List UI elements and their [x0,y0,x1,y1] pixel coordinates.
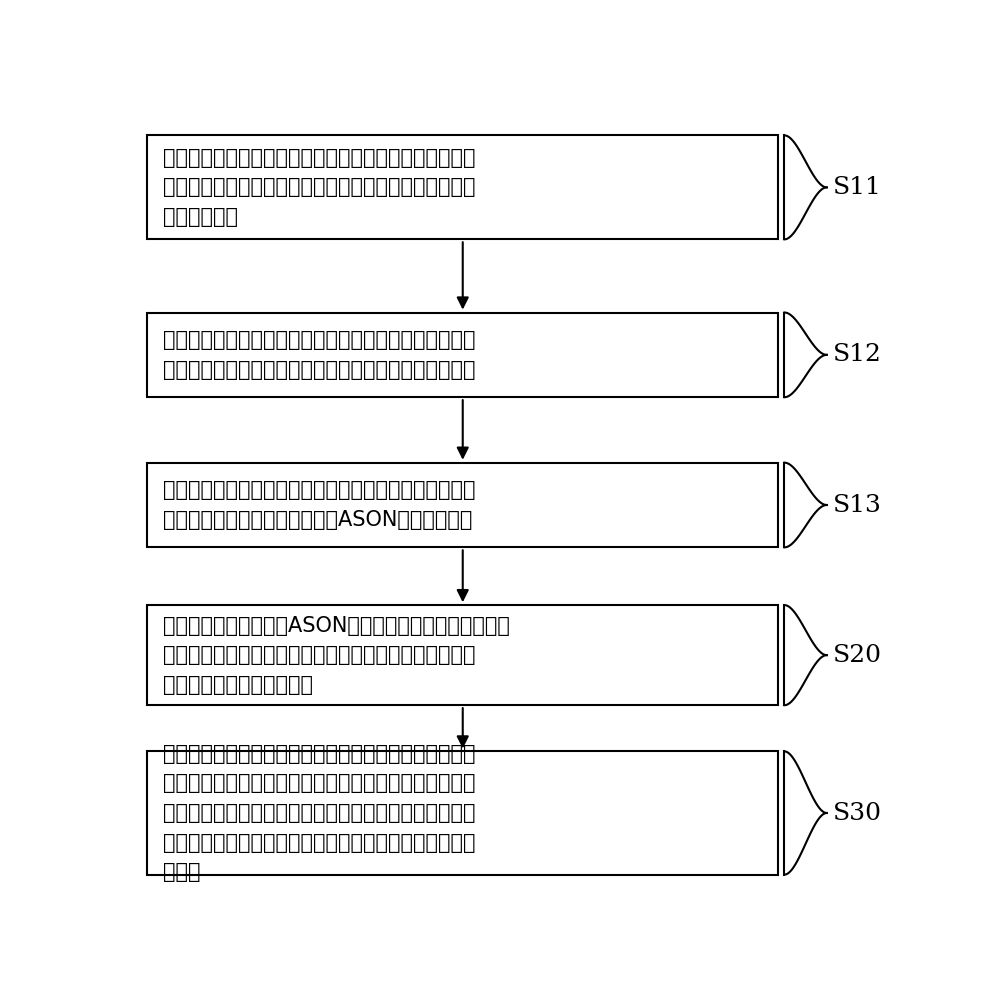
Text: S11: S11 [833,176,882,199]
Text: S30: S30 [833,802,882,824]
Bar [147,751,779,875]
Bar [147,463,779,547]
Text: S13: S13 [833,493,882,516]
Text: 将所述链路键值作为索引结合预设重路由连接数据生成生
存数据，将所述生存数据下发至ASON控平节点保存: 将所述链路键值作为索引结合预设重路由连接数据生成生 存数据，将所述生存数据下发至… [163,480,475,530]
Text: S12: S12 [833,343,882,366]
Text: S20: S20 [833,644,882,667]
Text: 控制器根据所述重路由连接建立结果更新故障业务恢复状
态，对恢复失败的故障链路进行重新优化计算以获取新的
重路由连接路径，并将所述新的重路由连接路径发送至所
述故: 控制器根据所述重路由连接建立结果更新故障业务恢复状 态，对恢复失败的故障链路进行… [163,744,475,882]
Text: 根据所述故障情形计算经过各模拟故障链路的全部业务重
路由连接路径，并获取各业务重路由连接路径的链路键值: 根据所述故障情形计算经过各模拟故障链路的全部业务重 路由连接路径，并获取各业务重… [163,330,475,380]
Text: 发生网络链路故障时，ASON控平节点中故障业务的源节点
根据所述生存数据对故障链路建立重路由连接，并将重路
由连接建立结果上报控制器: 发生网络链路故障时，ASON控平节点中故障业务的源节点 根据所述生存数据对故障链… [163,616,509,695]
Text: 控制器基于当前时刻的全网拓扑信息和业务连接信息对当
前网络的全网拓扑链路进行遍历，模拟出每条模拟故障链
路的故障情形: 控制器基于当前时刻的全网拓扑信息和业务连接信息对当 前网络的全网拓扑链路进行遍历… [163,148,475,227]
Bar [147,135,779,239]
Bar [147,605,779,705]
Bar [147,312,779,397]
